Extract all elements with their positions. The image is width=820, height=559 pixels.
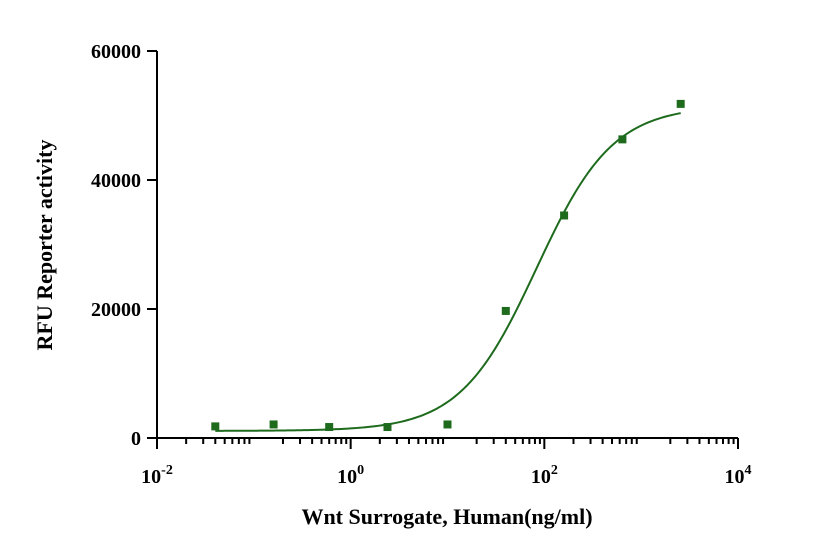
data-point (211, 422, 220, 431)
y-tick-label: 40000 (91, 170, 141, 192)
data-point (618, 135, 627, 144)
x-axis: 10-2 100 102 104 (141, 437, 752, 488)
x-tick-label: 10-2 (141, 463, 173, 488)
data-point (501, 306, 510, 315)
y-tick-label: 60000 (91, 41, 141, 63)
data-points (211, 99, 685, 432)
data-point (560, 211, 569, 220)
x-tick-label: 104 (725, 463, 752, 488)
data-point (443, 420, 452, 429)
data-point (383, 423, 392, 432)
x-tick-label: 100 (337, 463, 364, 488)
y-axis-title: RFU Reporter activity (32, 140, 57, 351)
data-point (325, 423, 334, 432)
fit-curve (215, 112, 681, 432)
x-tick-label: 102 (531, 463, 558, 488)
data-point (269, 420, 278, 429)
y-tick-label: 20000 (91, 299, 141, 321)
y-axis: 0 20000 40000 60000 (91, 41, 158, 450)
data-point (676, 99, 685, 108)
y-tick-label: 0 (131, 428, 141, 450)
x-axis-title: Wnt Surrogate, Human(ng/ml) (301, 504, 592, 529)
